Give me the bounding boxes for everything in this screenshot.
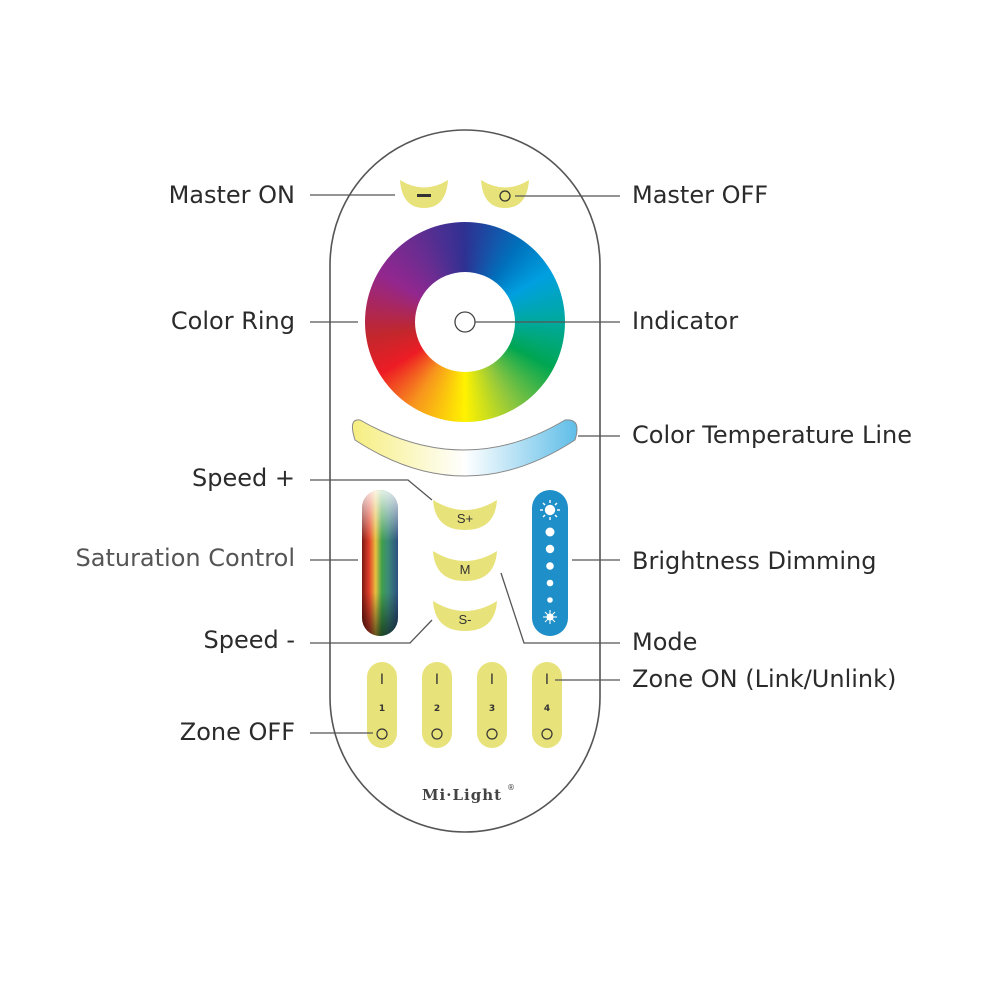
color-temperature-line[interactable] bbox=[351, 419, 578, 477]
speed-plus-text: S+ bbox=[457, 511, 473, 526]
zone-on-symbol: I bbox=[545, 672, 549, 688]
label-color-ring: Color Ring bbox=[170, 307, 295, 335]
zone-button-2[interactable]: I 2 bbox=[422, 662, 452, 748]
sun-large-icon bbox=[540, 500, 560, 520]
zone-button-3[interactable]: I 3 bbox=[477, 662, 507, 748]
label-color-temperature-line: Color Temperature Line bbox=[632, 421, 912, 449]
registered-mark: ® bbox=[507, 783, 515, 792]
master-off-button[interactable] bbox=[481, 180, 529, 208]
speed-plus-button[interactable] bbox=[433, 500, 497, 530]
brand-logo: Mi·Light bbox=[422, 786, 502, 804]
zone-number: 3 bbox=[489, 704, 495, 714]
saturation-control-bar[interactable] bbox=[362, 490, 398, 636]
brightness-dot bbox=[545, 527, 555, 537]
mode-text: M bbox=[460, 562, 471, 577]
label-master-on: Master ON bbox=[168, 181, 295, 209]
zone-button-1[interactable]: I 1 bbox=[367, 662, 397, 748]
zone-number: 2 bbox=[434, 704, 440, 714]
label-indicator: Indicator bbox=[632, 307, 739, 335]
label-brightness-dimming: Brightness Dimming bbox=[632, 547, 877, 575]
circle-icon bbox=[499, 190, 511, 202]
zone-number: 4 bbox=[544, 704, 550, 714]
leader-speed-plus bbox=[310, 479, 433, 501]
sun-small-icon bbox=[543, 610, 557, 624]
leader-mode bbox=[500, 572, 620, 644]
leader-lines bbox=[310, 194, 620, 734]
zone-off-circle-icon bbox=[541, 728, 553, 740]
minus-icon bbox=[417, 194, 431, 197]
brightness-dot bbox=[546, 579, 554, 587]
zone-button-4[interactable]: I 4 bbox=[532, 662, 562, 748]
zone-on-symbol: I bbox=[435, 672, 439, 688]
leader-speed-minus bbox=[310, 619, 433, 644]
brightness-dot bbox=[545, 544, 555, 554]
speed-minus-button[interactable] bbox=[433, 601, 497, 631]
label-mode: Mode bbox=[632, 628, 698, 656]
label-zone-on: Zone ON (Link/Unlink) bbox=[632, 665, 897, 693]
zone-off-circle-icon bbox=[431, 728, 443, 740]
brightness-dot bbox=[547, 597, 553, 603]
zone-on-symbol: I bbox=[380, 672, 384, 688]
zone-off-circle-icon bbox=[376, 728, 388, 740]
brightness-dot bbox=[546, 562, 554, 570]
mode-button[interactable] bbox=[433, 551, 497, 581]
zone-off-circle-icon bbox=[486, 728, 498, 740]
speed-minus-text: S- bbox=[459, 612, 472, 627]
label-speed-plus: Speed + bbox=[192, 464, 295, 492]
zone-number: 1 bbox=[379, 704, 385, 714]
indicator-light bbox=[454, 311, 476, 333]
label-saturation-control: Saturation Control bbox=[75, 544, 296, 572]
label-master-off: Master OFF bbox=[632, 181, 769, 209]
zone-on-symbol: I bbox=[490, 672, 494, 688]
label-speed-minus: Speed - bbox=[203, 626, 295, 654]
label-zone-off: Zone OFF bbox=[179, 718, 295, 746]
